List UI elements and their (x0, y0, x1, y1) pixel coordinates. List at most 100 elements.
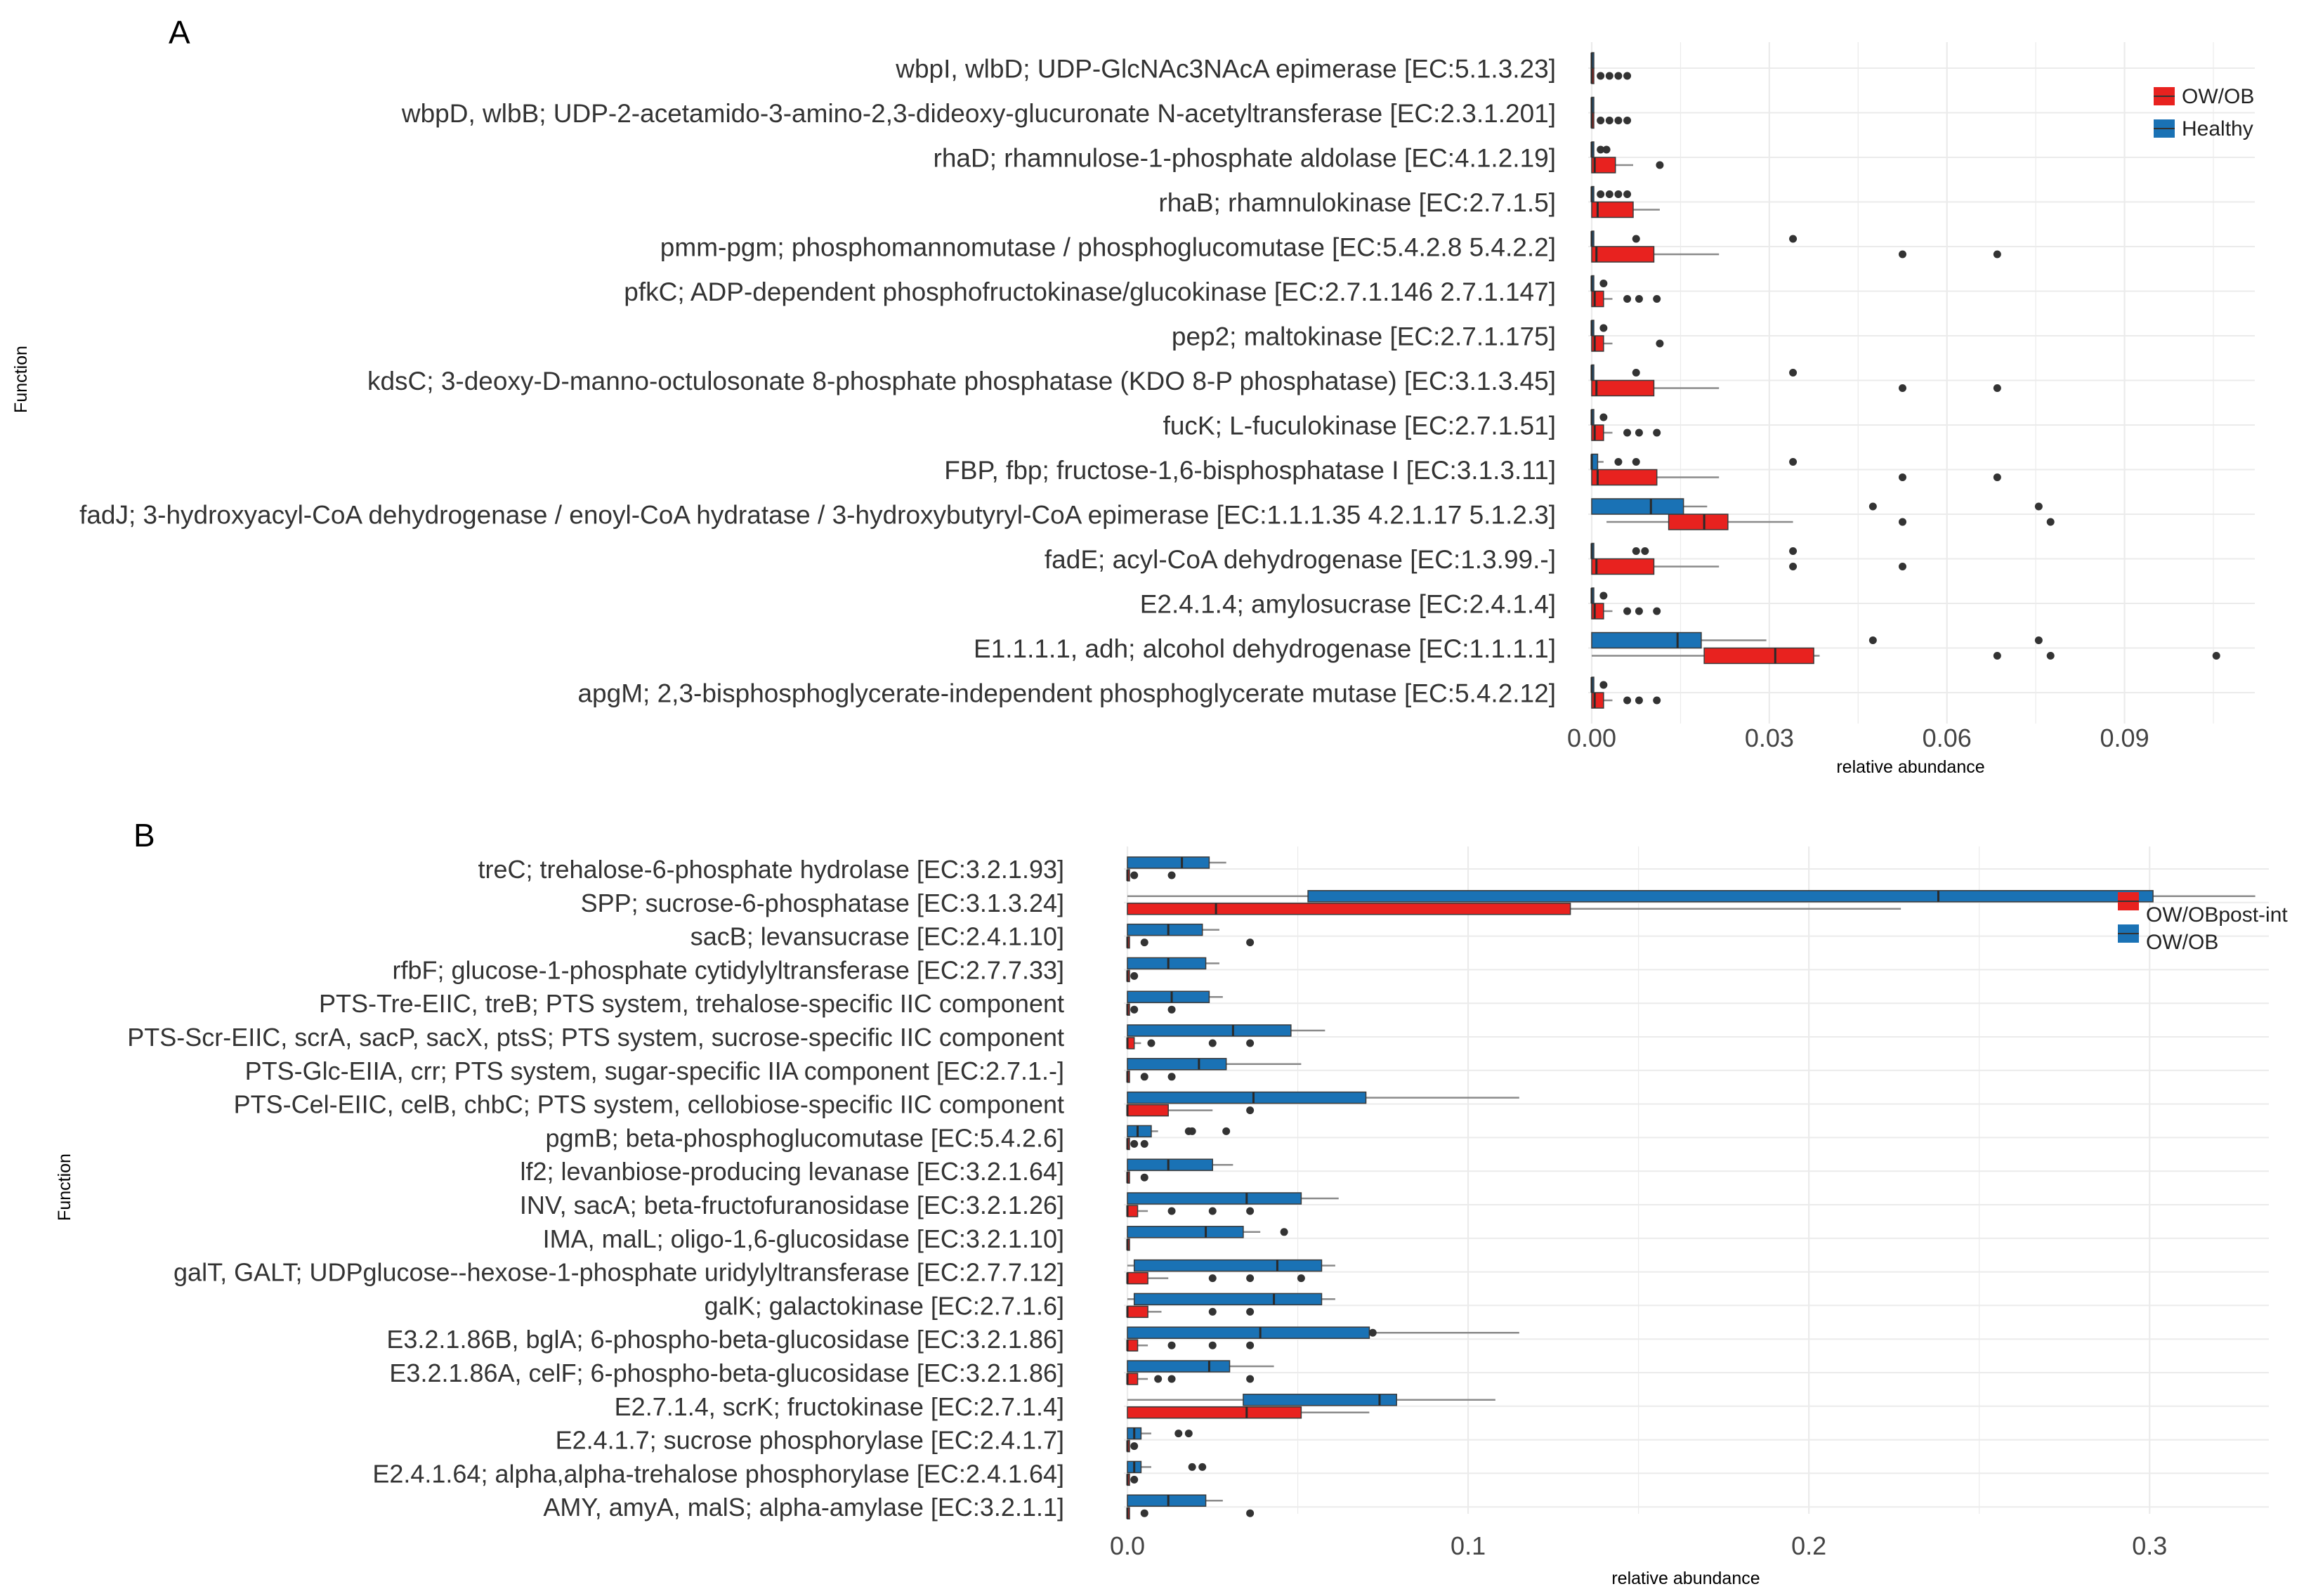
outlier-point (1140, 1173, 1148, 1182)
function-label-b: E3.2.1.86A, celF; 6-phospho-beta-glucosi… (389, 1359, 1064, 1387)
function-label-b: rfbF; glucose-1-phosphate cytidylyltrans… (393, 955, 1064, 984)
boxplot-b-red (1126, 869, 1176, 882)
panel-a-x-ticks: 0.00 0.03 0.06 0.09 (1567, 724, 2149, 752)
box (1591, 157, 1616, 174)
x-tick-label-b: 0.2 (1791, 1531, 1826, 1560)
outlier-point (1599, 681, 1608, 689)
x-tick-label-b: 0.1 (1451, 1531, 1486, 1560)
boxplot-a-blue (1590, 542, 1798, 560)
function-label-a: wbpI, wlbD; UDP-GlcNAc3NAcA epimerase [E… (895, 54, 1556, 83)
function-label-a: fadJ; 3-hydroxyacyl-CoA dehydrogenase / … (79, 500, 1556, 529)
box (1127, 1226, 1244, 1238)
box (1127, 1360, 1231, 1373)
outlier-point (1614, 72, 1623, 80)
boxplot-b-blue (1127, 990, 1223, 1003)
x-tick-label-a: 0.03 (1745, 724, 1794, 752)
box (1591, 603, 1604, 620)
boxplot-b-red (1126, 1137, 1148, 1151)
outlier-point (1993, 250, 2001, 259)
box (1133, 1293, 1323, 1306)
x-tick-label-a: 0.09 (2100, 724, 2149, 752)
box (1127, 1305, 1148, 1319)
function-label-b: PTS-Glc-EIIA, crr; PTS system, sugar-spe… (245, 1057, 1064, 1085)
function-label-b: lf2; levanbiose-producing levanase [EC:3… (521, 1157, 1065, 1186)
boxplot-a-blue (1590, 676, 1608, 693)
outlier-point (1899, 518, 1906, 526)
outlier-point (2046, 518, 2055, 526)
outlier-point (1130, 1442, 1139, 1451)
boxplot-b-blue (1127, 1226, 1288, 1238)
boxplot-a-red (1591, 692, 1661, 709)
boxplot-a-red (1591, 157, 1664, 174)
box (1591, 290, 1604, 308)
panel-a-function-labels: wbpI, wlbD; UDP-GlcNAc3NAcA epimerase [E… (79, 54, 1556, 707)
box (1127, 1104, 1169, 1117)
outlier-point (1599, 280, 1608, 287)
boxplot-a-red (1591, 379, 2001, 397)
outlier-point (1368, 1328, 1377, 1337)
function-label-b: INV, sacA; beta-fructofuranosidase [EC:3… (520, 1191, 1064, 1219)
function-label-a: rhaB; rhamnulokinase [EC:2.7.1.5] (1158, 188, 1556, 217)
function-label-a: pfkC; ADP-dependent phosphofructokinase/… (624, 277, 1556, 306)
panel-b-function-labels: treC; trehalose-6-phosphate hydrolase [E… (127, 855, 1064, 1522)
outlier-point (1623, 190, 1632, 198)
outlier-point (1635, 696, 1643, 705)
outlier-point (1868, 636, 1877, 644)
panel-b-boxplots (1126, 856, 2256, 1519)
outlier-point (1993, 473, 2001, 481)
box (1127, 856, 1210, 869)
boxplot-a-red (1591, 290, 1661, 308)
box (1703, 647, 1814, 665)
legend-a-healthy-label: Healthy (2182, 117, 2253, 140)
outlier-point (1605, 117, 1613, 124)
outlier-point (1605, 72, 1613, 80)
panel-b-x-axis-title: relative abundance (1611, 1569, 1760, 1588)
box (1127, 1271, 1148, 1285)
outlier-point (1623, 295, 1632, 303)
legend-b-ow-ob-label: OW/OB (2146, 931, 2218, 954)
boxplot-b-red (1127, 1406, 1370, 1419)
box (1127, 1125, 1152, 1138)
outlier-point (1208, 1207, 1217, 1215)
box (1591, 201, 1634, 218)
function-label-a: pmm-pgm; phosphomannomutase / phosphoglu… (660, 233, 1556, 261)
function-label-b: pgmB; beta-phosphoglucomutase [EC:5.4.2.… (546, 1123, 1064, 1152)
outlier-point (1623, 696, 1632, 705)
function-label-a: fucK; L-fuculokinase [EC:2.7.1.51] (1163, 411, 1556, 440)
outlier-point (1184, 1430, 1193, 1438)
panel-a: A wbpI, wlbD; UDP-GlcNAc3NAcA epimerase … (11, 14, 2255, 777)
boxplot-a-red (1592, 647, 2220, 665)
outlier-point (1167, 1341, 1176, 1349)
x-tick-label-b: 0.3 (2132, 1531, 2167, 1560)
outlier-point (1614, 458, 1623, 466)
outlier-point (1130, 1005, 1139, 1014)
boxplot-a-red (1591, 469, 2001, 486)
outlier-point (1246, 1375, 1255, 1383)
boxplot-a-blue (1590, 409, 1608, 426)
x-tick-label-b: 0.0 (1110, 1531, 1145, 1560)
function-label-a: pep2; maltokinase [EC:2.7.1.175] (1172, 322, 1556, 351)
function-label-b: PTS-Tre-EIIC, treB; PTS system, trehalos… (319, 989, 1064, 1018)
outlier-point (2034, 636, 2043, 644)
outlier-point (1597, 145, 1605, 154)
outlier-point (1632, 235, 1640, 243)
outlier-point (1993, 652, 2001, 660)
box (1127, 903, 1571, 915)
boxplot-a-red (1590, 67, 1632, 84)
box (1591, 632, 1702, 649)
boxplot-a-blue (1590, 320, 1608, 336)
panel-b: B treC; trehalose-6-phosphate hydrolase … (55, 817, 2288, 1588)
box (1133, 1259, 1323, 1272)
outlier-point (1246, 938, 1255, 947)
box (1591, 379, 1655, 397)
boxplot-b-blue (1127, 1192, 1339, 1205)
panel-a-boxplots (1590, 52, 2220, 709)
boxplot-b-blue (1127, 1360, 1274, 1373)
function-label-a: fadE; acyl-CoA dehydrogenase [EC:1.3.99.… (1045, 545, 1556, 574)
function-label-b: E2.4.1.64; alpha,alpha-trehalose phospho… (372, 1459, 1064, 1488)
boxplot-a-red (1591, 201, 1660, 218)
boxplot-b-red (1126, 1037, 1255, 1049)
outlier-point (1789, 458, 1798, 466)
box (1127, 1406, 1302, 1419)
box (1127, 1339, 1139, 1352)
